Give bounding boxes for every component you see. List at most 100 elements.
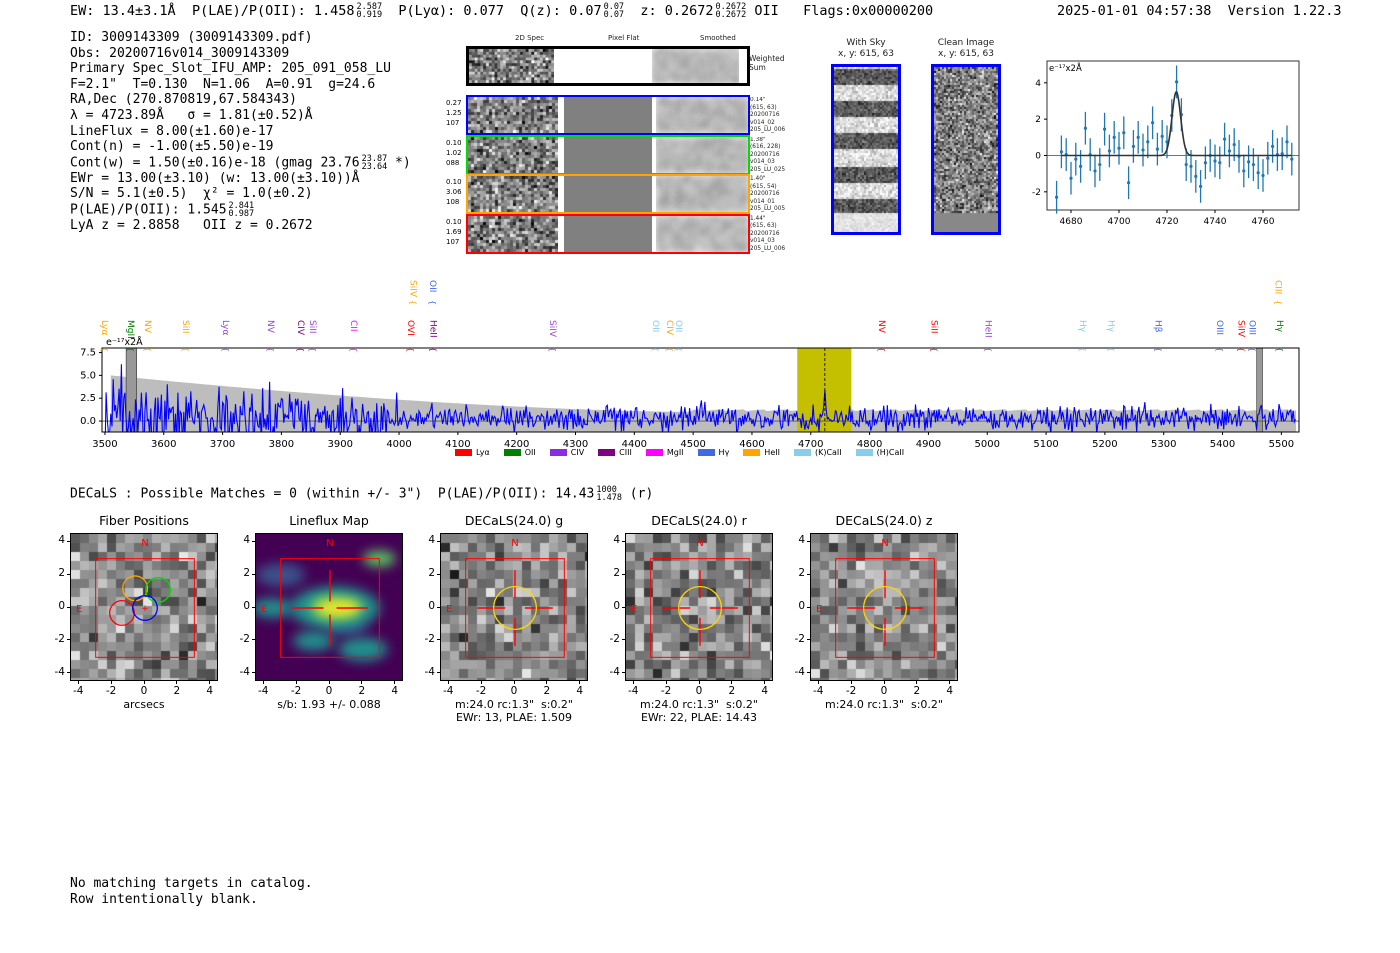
fiber-circle <box>122 575 149 602</box>
noise-envelope <box>110 375 1297 432</box>
emission-line-label: NV <box>265 320 275 334</box>
spectrum-y-tick: 5.0 <box>80 370 96 381</box>
east-marker: E <box>76 604 82 615</box>
fit-data-point <box>1112 135 1116 139</box>
fit-data-point <box>1146 140 1150 144</box>
spectrum-x-tick: 5400 <box>1210 439 1235 450</box>
emission-line-brace: { <box>429 347 438 352</box>
thumb-y-tick: 4 <box>428 534 435 547</box>
emission-line-brace: { <box>1236 347 1245 352</box>
plya-value: P(Lyα): 0.077 <box>398 3 505 19</box>
header-summary: EW: 13.4±3.1Å P(LAE)/P(OII): 1.458 2.587 0… <box>70 3 933 20</box>
emission-line-label: Hβ <box>1152 320 1162 333</box>
emission-line-label: SiIV <box>547 320 557 338</box>
fiber-circle <box>132 595 158 621</box>
fit-data-point <box>1194 174 1198 178</box>
fit-data-point <box>1131 144 1135 149</box>
fit-x-tick: 4700 <box>1108 217 1131 227</box>
east-marker: E <box>446 604 452 615</box>
emission-line-label: OIII <box>1214 320 1224 335</box>
thumb-x-tick: 0 <box>695 685 703 697</box>
contw-upper: 23.87 <box>361 153 388 164</box>
north-marker: N <box>511 538 518 549</box>
emission-line-label: SiII <box>928 320 938 334</box>
fit-data-point <box>1256 171 1260 175</box>
thumb-title: Lineflux Map <box>289 513 369 528</box>
thumb-caption: m:24.0 rc:1.3" s:0.2" EWr: 13, PLAE: 1.5… <box>455 698 573 724</box>
legend-item: Lyα <box>455 448 490 457</box>
east-marker: E <box>816 604 822 615</box>
info-radec: RA,Dec (270.870819,67.584343) <box>70 92 297 108</box>
thumb-caption: arcsecs <box>123 698 165 711</box>
thumb-y-tick: -4 <box>54 665 65 678</box>
spectrum-x-tick: 3700 <box>210 439 235 450</box>
info-ewr: EWr = 13.00(±3.10) (w: 13.00(±3.10))Å <box>70 170 360 186</box>
thumb-x-tick: 2 <box>728 685 736 697</box>
fit-data-point <box>1290 157 1294 161</box>
emission-line-brace: { <box>406 347 415 352</box>
thumb-y-tick: -4 <box>794 665 805 678</box>
thumb-x-tick: 0 <box>140 685 148 697</box>
fiber-row-info: 1.40" (615, 54) 20200716 v014_01 205_LU_… <box>750 176 786 212</box>
north-marker: N <box>141 538 148 549</box>
fit-data-point <box>1271 144 1275 149</box>
fit-x-tick: 4720 <box>1156 217 1179 227</box>
thumb-x-tick: 0 <box>325 685 333 697</box>
fit-data-point <box>1247 160 1251 164</box>
fit-data-point <box>1055 195 1059 199</box>
fit-data-point <box>1136 135 1140 139</box>
thumb-y-tick: -4 <box>239 665 250 678</box>
fit-data-point <box>1213 159 1217 163</box>
fit-data-point <box>1160 134 1164 139</box>
emission-line-brace: { <box>1215 347 1224 352</box>
fit-data-point <box>1151 121 1155 125</box>
emission-line-label: Hγ <box>1274 320 1284 333</box>
emission-line-label: Hγ <box>1077 320 1087 333</box>
clean-image <box>931 64 1001 235</box>
legend-swatch <box>697 449 715 456</box>
spectrum-x-tick: 5300 <box>1151 439 1176 450</box>
contw-lower: 23.64 <box>361 161 388 172</box>
thumb-x-tick: 4 <box>946 685 954 697</box>
legend-label: HeII <box>764 448 780 457</box>
fit-data-point <box>1098 162 1102 167</box>
legend-label: CIII <box>619 448 632 457</box>
search-box <box>280 558 380 658</box>
emission-line-brace: { <box>428 300 437 305</box>
emission-line-label: HeII <box>428 320 438 338</box>
thumb-x-tick: 4 <box>391 685 399 697</box>
legend-label: Lyα <box>476 448 490 457</box>
smoothed-image <box>652 49 739 83</box>
fit-data-point <box>1079 164 1083 168</box>
search-box <box>95 558 195 658</box>
thumb-x-tick: -2 <box>475 685 487 697</box>
thumb-x-tick: 2 <box>358 685 366 697</box>
info-obs: Obs: 20200716v014_3009143309 <box>70 45 290 61</box>
thumb-y-tick: 2 <box>428 567 435 580</box>
decals-summary: DECaLS : Possible Matches = 0 (within +/… <box>70 486 653 503</box>
spectrum-x-tick: 4900 <box>916 439 941 450</box>
search-box <box>835 558 935 658</box>
gaussian-fit-curve <box>1061 91 1292 157</box>
fit-data-point <box>1107 149 1111 153</box>
thumbnail-row: Fiber Positions N E + -4 -4 -2 -2 0 0 2 2 4 4 arcsecs L… <box>0 510 1000 740</box>
emission-line-brace: { <box>349 347 358 352</box>
thumb-x-tick: 4 <box>576 685 584 697</box>
emission-line-brace: { <box>100 347 109 352</box>
qz-value: Q(z): 0.07 <box>520 3 602 19</box>
fit-data-point <box>1280 152 1284 156</box>
legend-swatch <box>743 449 761 456</box>
east-marker: E <box>261 604 267 615</box>
clean-image-title: Clean Image x, y: 615, 63 <box>925 38 1007 60</box>
fit-data-point <box>1083 126 1087 130</box>
with-sky-title: With Sky x, y: 615, 63 <box>826 38 906 60</box>
fit-axes-frame <box>1046 60 1300 211</box>
detection-info: ID: 3009143309 (3009143309.pdf) Obs: 2020… <box>70 30 411 234</box>
smoothed-image <box>656 215 748 252</box>
fiber-row-stats: 0.10 1.69 107 <box>446 217 462 246</box>
legend-label: CIV <box>570 448 585 457</box>
thumb-x-tick: 4 <box>206 685 214 697</box>
emission-line-label: NV <box>876 320 886 334</box>
contw-end: *) <box>387 155 411 171</box>
